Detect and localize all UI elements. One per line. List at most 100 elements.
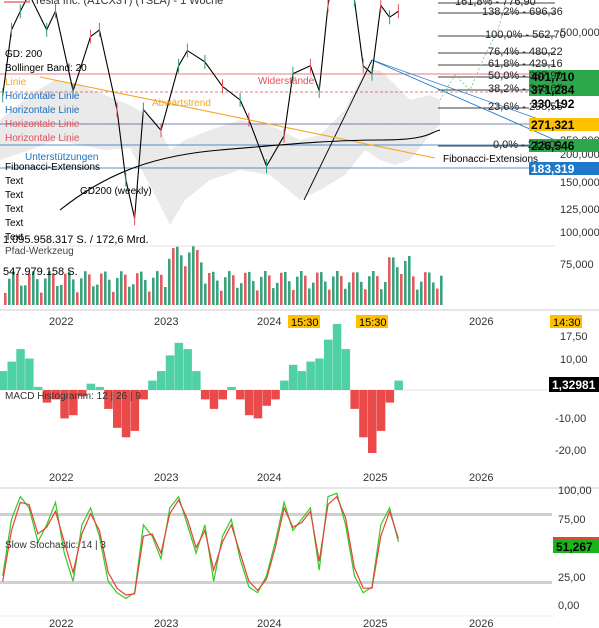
horizontal-line-label: Horizontale Linie — [5, 91, 80, 102]
volume-bar — [412, 276, 415, 305]
volume-bar — [360, 281, 363, 305]
volume-bar — [4, 293, 7, 305]
stoch-band-20 — [0, 581, 552, 584]
volume-bar — [64, 273, 67, 305]
macd-bar — [174, 342, 184, 391]
downtrend-label: Abwärtstrend — [152, 98, 211, 109]
volume-bar — [260, 276, 263, 305]
volume-bar — [404, 261, 407, 305]
volume-bar — [164, 287, 167, 305]
volume-bar — [168, 258, 171, 305]
price-y-tick: 150,000 — [560, 177, 599, 189]
fib-level-label: 50,0% - 387,90 — [488, 70, 563, 82]
time-badge-label: 14:30 — [553, 317, 581, 329]
macd-bar — [324, 339, 333, 390]
stoch-y-tick: 100,00 — [558, 485, 592, 497]
volume-bar — [292, 290, 295, 305]
macd-bar — [148, 380, 157, 390]
volume-bar — [384, 281, 387, 305]
volume-bar — [176, 246, 179, 305]
text-label: Text — [5, 176, 24, 187]
macd-x-tick: 2023 — [154, 472, 178, 484]
fib-level-label: 23,6% - 295,56 — [488, 101, 563, 113]
macd-y-tick: -20,00 — [555, 445, 586, 457]
stoch-current-stripe — [553, 537, 599, 540]
volume-bar — [320, 272, 323, 305]
path-tool-label: Pfad-Werkzeug — [5, 246, 74, 257]
macd-bar — [121, 390, 131, 438]
time-badge-label: 15:30 — [291, 317, 319, 329]
stoch-x-tick: 2026 — [469, 618, 493, 628]
volume-bar — [16, 274, 19, 305]
volume-bar — [88, 274, 91, 305]
macd-current-label: 1,32981 — [552, 378, 596, 392]
macd-bar — [297, 371, 307, 390]
volume-bar — [340, 275, 343, 305]
macd-label: MACD Histogramm: 12 | 26 | 9 — [5, 391, 141, 402]
horizontal-line-label: Horizontale Linie — [5, 119, 80, 130]
volume-bar — [440, 275, 443, 305]
price-y-tick: 75,000 — [560, 259, 594, 271]
macd-x-tick: 2025 — [363, 472, 387, 484]
macd-bar — [42, 390, 52, 403]
macd-bar — [113, 390, 122, 428]
volume-bar — [372, 271, 375, 305]
volume-bar — [256, 290, 259, 305]
volume-bar — [396, 267, 399, 305]
macd-x-tick: 2024 — [257, 472, 281, 484]
volume-bar — [188, 252, 191, 305]
macd-bar — [104, 390, 113, 409]
macd-bar — [306, 361, 315, 390]
volume-bar — [96, 284, 99, 305]
macd-bar — [350, 390, 359, 409]
price-marker-box — [529, 118, 599, 131]
volume-bar — [152, 277, 155, 305]
volume-bar — [228, 271, 231, 305]
volume-bar — [56, 286, 59, 305]
volume-bar — [156, 271, 159, 305]
macd-bar — [385, 390, 395, 403]
volume-bar — [208, 273, 211, 305]
text-label: Text — [5, 218, 24, 229]
volume-bar — [172, 248, 175, 305]
bollinger-label: Bollinger Band: 20 — [5, 63, 87, 74]
horizontal-line-label: Horizontale Linie — [5, 133, 80, 144]
volume-bar — [128, 286, 131, 305]
fib-extensions-right-label: Fibonacci-Extensions — [443, 154, 538, 165]
stoch-label: Slow Stochastic: 14 | 3 — [5, 540, 106, 551]
volume-bar — [84, 271, 87, 305]
macd-bar — [244, 390, 254, 416]
volume-bar — [364, 289, 367, 305]
macd-bar — [33, 386, 43, 390]
volume-bar — [100, 273, 103, 305]
volume-bar — [8, 278, 11, 305]
volume-bar — [76, 292, 79, 305]
chart-title: Tesla Inc. (A1CX3T) (TSLA) - 1 Woche — [34, 0, 223, 7]
support-label: Unterstützungen — [25, 152, 98, 163]
volume-bar — [28, 273, 31, 305]
volume-bar — [428, 272, 431, 305]
macd-bar — [271, 390, 280, 400]
macd-bar — [376, 390, 386, 431]
volume-bar — [108, 279, 111, 305]
macd-y-tick: 17,50 — [560, 331, 588, 343]
fib-level-label: 161,8% - 776,90 — [455, 0, 536, 8]
time-badge-label: 15:30 — [359, 317, 387, 329]
volume-bar — [432, 282, 435, 305]
resistance-label: Widerstände — [258, 76, 315, 87]
price-y-tick: 500,000 — [560, 27, 599, 39]
fib-trend-line — [303, 59, 373, 201]
stoch-x-tick: 2023 — [154, 618, 178, 628]
volume-bar — [240, 283, 243, 305]
macd-bar — [192, 371, 201, 390]
macd-bar — [253, 390, 263, 419]
macd-bar — [236, 390, 245, 400]
price-marker-box — [529, 162, 599, 175]
fib-level-label: 38,2% - 346,67 — [488, 83, 563, 95]
macd-bar — [69, 390, 78, 416]
price-x-tick: 2024 — [257, 316, 281, 328]
volume-bar — [216, 280, 219, 305]
volume-bar — [392, 257, 395, 305]
